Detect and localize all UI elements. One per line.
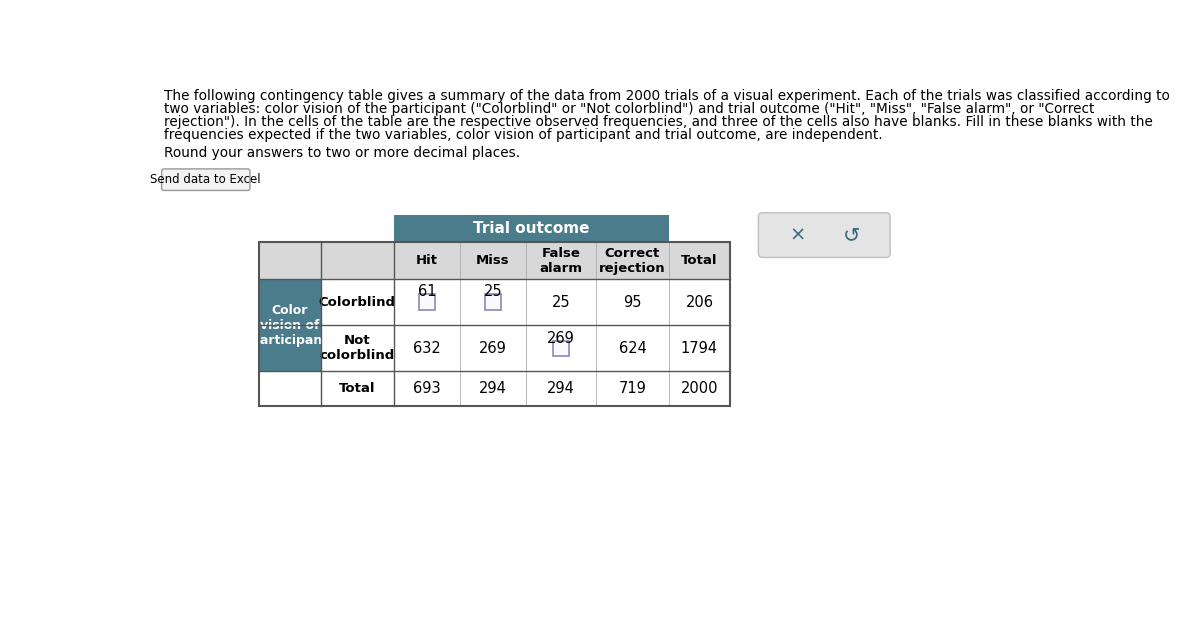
Bar [394, 279, 460, 325]
Text: Color
vision of
participant: Color vision of participant [251, 304, 328, 346]
Bar [394, 325, 460, 372]
FancyBboxPatch shape [162, 169, 250, 191]
Bar [460, 279, 526, 325]
Text: The following contingency table gives a summary of the data from 2000 trials of : The following contingency table gives a … [164, 89, 1170, 103]
Bar [670, 372, 730, 406]
Bar [394, 242, 460, 279]
Bar [258, 372, 320, 406]
Text: 632: 632 [413, 341, 440, 356]
Bar [258, 242, 320, 279]
Bar [485, 295, 500, 310]
Text: ↺: ↺ [842, 225, 860, 245]
Bar [595, 372, 670, 406]
Bar [394, 215, 670, 242]
Text: Total: Total [340, 382, 376, 395]
Bar [258, 215, 320, 242]
Text: 294: 294 [479, 381, 506, 396]
Bar [526, 325, 595, 372]
Text: Miss: Miss [476, 254, 510, 267]
Bar [320, 325, 394, 372]
Bar [526, 372, 595, 406]
Bar [460, 242, 526, 279]
Text: rejection"). In the cells of the table are the respective observed frequencies, : rejection"). In the cells of the table a… [164, 115, 1153, 129]
Bar [595, 242, 670, 279]
Text: 693: 693 [413, 381, 440, 396]
Text: ×: × [788, 226, 805, 245]
Text: 95: 95 [623, 295, 642, 310]
Text: two variables: color vision of the participant ("Colorblind" or "Not colorblind": two variables: color vision of the parti… [164, 102, 1094, 116]
Bar [394, 372, 460, 406]
Bar [320, 242, 394, 279]
Text: False
alarm: False alarm [539, 247, 582, 274]
Text: 1794: 1794 [680, 341, 718, 356]
Bar [258, 242, 730, 406]
Text: Trial outcome: Trial outcome [474, 221, 590, 236]
Bar [670, 215, 730, 242]
Text: 624: 624 [618, 341, 647, 356]
Bar [419, 295, 434, 310]
Text: 294: 294 [547, 381, 575, 396]
Bar [320, 372, 394, 406]
Bar [460, 372, 526, 406]
Text: 25: 25 [484, 285, 503, 300]
FancyBboxPatch shape [758, 213, 890, 257]
Bar [258, 279, 320, 372]
Text: frequencies expected if the two variables, color vision of participant and trial: frequencies expected if the two variable… [164, 128, 882, 142]
Text: 719: 719 [618, 381, 647, 396]
Bar [553, 341, 569, 356]
Text: 206: 206 [685, 295, 714, 310]
Bar [320, 279, 394, 325]
Bar [320, 215, 394, 242]
Bar [670, 325, 730, 372]
Text: Colorblind: Colorblind [319, 295, 396, 309]
Bar [670, 279, 730, 325]
Bar [670, 242, 730, 279]
Text: 25: 25 [552, 295, 570, 310]
Bar [526, 279, 595, 325]
Text: 269: 269 [547, 331, 575, 346]
Bar [595, 325, 670, 372]
Text: 61: 61 [418, 285, 437, 300]
Text: Correct
rejection: Correct rejection [599, 247, 666, 274]
Text: Round your answers to two or more decimal places.: Round your answers to two or more decima… [164, 146, 520, 160]
Bar [595, 279, 670, 325]
Text: 2000: 2000 [680, 381, 719, 396]
Text: Hit: Hit [416, 254, 438, 267]
Bar [460, 325, 526, 372]
Text: Not
colorblind: Not colorblind [319, 334, 395, 362]
Text: Total: Total [682, 254, 718, 267]
Text: Send data to Excel: Send data to Excel [150, 173, 262, 186]
Bar [526, 242, 595, 279]
Text: 269: 269 [479, 341, 506, 356]
